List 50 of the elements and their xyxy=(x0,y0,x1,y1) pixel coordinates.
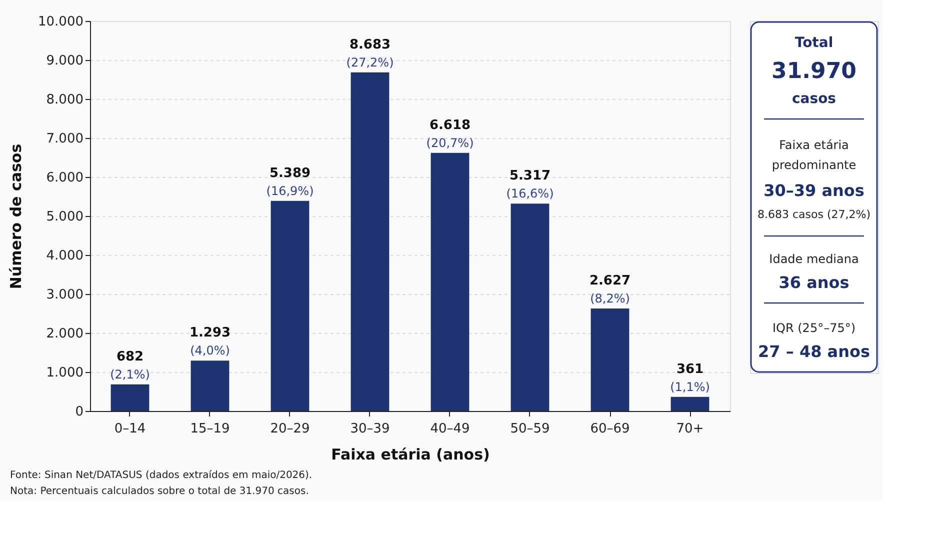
text: casos xyxy=(792,91,836,107)
text: 2.627 (8,2%) xyxy=(589,274,631,306)
y-tick-label: 1.000 xyxy=(46,366,84,380)
x-tick-label: 30–39 xyxy=(350,422,390,436)
text: predominante xyxy=(772,158,856,172)
text: IQR (25°–75°) xyxy=(772,321,856,335)
y-tick-label: 2.000 xyxy=(46,326,84,342)
source-note: Fonte: Sinan Net/DATASUS (dados extraídos em maio/2026). xyxy=(10,470,312,481)
x-axis-title: Faixa etária (anos) xyxy=(331,446,490,464)
bar xyxy=(430,152,470,411)
y-tick-label: 4.000 xyxy=(46,248,84,264)
text: Nota: Percentuais calculados sobre o total de 31.970 casos. xyxy=(10,486,309,497)
bar xyxy=(110,384,150,411)
bar xyxy=(350,72,390,411)
text: 30–39 anos xyxy=(764,181,864,200)
text: 361 (1,1%) xyxy=(670,362,710,394)
y-tick-label: 0 xyxy=(75,404,84,420)
text: 1.293 (4,0%) xyxy=(189,326,231,358)
y-tick-label: 8.000 xyxy=(46,92,84,108)
text: 6.618 (20,7%) xyxy=(426,118,474,150)
y-axis-title: Número de casos xyxy=(7,144,26,290)
x-tick-label: 0–14 xyxy=(114,422,146,436)
text: 682 (2,1%) xyxy=(110,349,150,382)
text: 31.970 xyxy=(772,59,856,84)
x-tick-label: 60–69 xyxy=(590,422,630,436)
text: 27 – 48 anos xyxy=(758,342,870,361)
text: 5.389 (16,9%) xyxy=(266,166,314,198)
text: Total xyxy=(794,35,834,51)
x-tick-label: 40–49 xyxy=(430,422,470,436)
y-tick-label: 7.000 xyxy=(46,132,84,146)
y-tick-label: 10.000 xyxy=(38,14,84,30)
text: 8.683 casos (27,2%) xyxy=(758,208,870,221)
bar xyxy=(670,396,710,411)
text: Idade mediana xyxy=(769,252,859,266)
bar xyxy=(270,200,310,411)
x-tick-label: 50–59 xyxy=(510,422,550,436)
y-tick-label: 6.000 xyxy=(46,170,84,186)
text: Faixa etária xyxy=(779,138,849,152)
text: 36 anos xyxy=(778,273,850,292)
bar xyxy=(190,360,230,411)
x-tick-label: 15–19 xyxy=(190,422,230,436)
text: 8.683 (27,2%) xyxy=(346,37,394,70)
y-tick-label: 9.000 xyxy=(46,54,84,68)
text: 5.317 (16,6%) xyxy=(506,168,554,201)
bar xyxy=(590,308,630,411)
x-tick-label: 20–29 xyxy=(270,422,310,436)
bar xyxy=(510,204,550,411)
x-tick-label: 70+ xyxy=(676,422,704,436)
y-tick-label: 3.000 xyxy=(46,288,84,302)
y-tick-label: 5.000 xyxy=(46,210,84,224)
